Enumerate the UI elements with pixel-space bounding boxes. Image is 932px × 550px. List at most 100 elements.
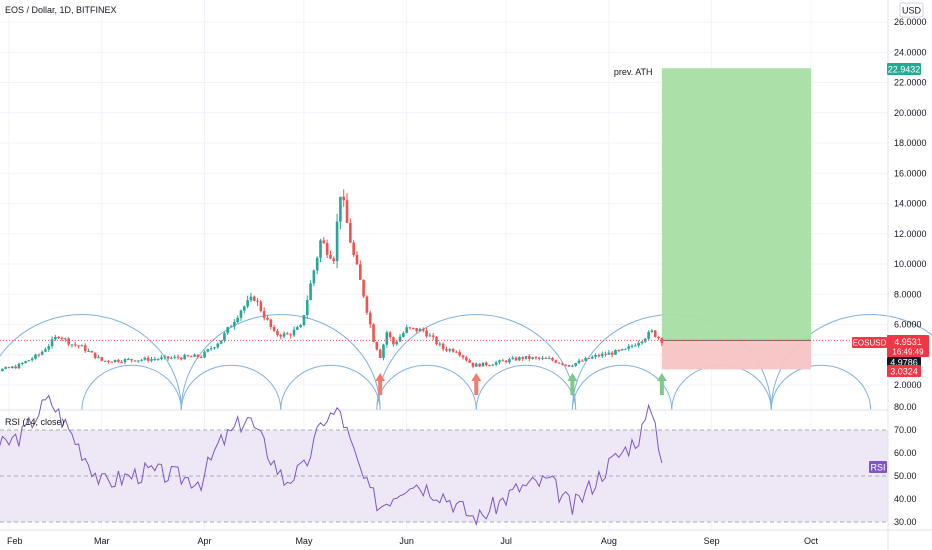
- candle-body: [186, 355, 190, 357]
- candle-body: [650, 330, 654, 332]
- candle-body: [130, 359, 133, 361]
- candle-body: [146, 357, 150, 361]
- small-cycle-arc: [571, 364, 673, 411]
- rsi-pane[interactable]: RSI (14, close): [0, 394, 888, 526]
- candle-body: [431, 335, 435, 338]
- rsi-line: [0, 394, 663, 526]
- candle-body: [223, 333, 226, 341]
- rsi-badge: RSI: [869, 461, 887, 473]
- candle-body: [213, 347, 216, 349]
- candle-body: [286, 333, 289, 335]
- candle-body: [107, 360, 110, 362]
- candle-body: [557, 362, 561, 364]
- candle-body: [398, 336, 402, 342]
- candle-body: [342, 196, 346, 201]
- currency-button[interactable]: USD: [899, 2, 924, 18]
- candle-body: [325, 243, 329, 255]
- candle-body: [83, 345, 87, 352]
- candle-body: [24, 361, 27, 364]
- time-axis[interactable]: Feb Mar Apr May Jun Jul Aug Sep Oct: [0, 529, 932, 546]
- symbol-title: EOS / Dollar, 1D, BITFINEX: [5, 5, 117, 15]
- candle-body: [7, 367, 11, 369]
- candle-body: [634, 345, 637, 347]
- candle-body: [50, 339, 54, 347]
- candle-body: [554, 360, 558, 363]
- candle-body: [180, 357, 183, 360]
- candle-body: [455, 351, 458, 353]
- candle-body: [97, 357, 100, 359]
- stop-zone[interactable]: [661, 340, 811, 370]
- candle-body: [382, 344, 385, 358]
- symbol-badge: EOSUSD: [852, 337, 887, 348]
- candle-body: [193, 354, 196, 357]
- candle-body: [581, 360, 584, 362]
- candle-body: [299, 325, 302, 328]
- candle-body: [322, 240, 326, 244]
- target-price-badge: 22.9432: [887, 63, 921, 75]
- candle-body: [541, 357, 544, 359]
- candle-body: [445, 349, 448, 351]
- signal-arrow-icon: [567, 373, 578, 395]
- price-tick-label: 10.0000: [894, 259, 927, 269]
- candle-body: [219, 340, 223, 344]
- candle-body: [395, 341, 399, 345]
- candle-body: [143, 357, 147, 360]
- candle-body: [471, 362, 475, 367]
- candle-body: [249, 296, 253, 301]
- candle-body: [441, 343, 445, 350]
- candle-body: [544, 357, 548, 359]
- price-tick-label: 24.0000: [894, 47, 927, 57]
- candle-body: [448, 349, 452, 351]
- candle-body: [498, 360, 501, 363]
- candle-body: [567, 364, 571, 367]
- candle-body: [110, 361, 114, 363]
- candle-body: [594, 355, 597, 357]
- target-zone[interactable]: [661, 68, 811, 341]
- candle-body: [47, 346, 51, 350]
- candle-body: [375, 341, 379, 350]
- candle-body: [355, 254, 359, 265]
- candle-body: [170, 357, 173, 359]
- candle-body: [11, 366, 14, 368]
- candle-body: [587, 358, 591, 360]
- candle-body: [339, 196, 342, 222]
- candle-body: [166, 356, 170, 359]
- candle-body: [73, 344, 77, 346]
- price-axis[interactable]: 2.00004.00006.00008.000010.000012.000014…: [887, 0, 927, 550]
- candle-body: [564, 364, 568, 366]
- price-tick-label: 12.0000: [894, 229, 927, 239]
- time-tick-label: Feb: [7, 536, 23, 546]
- candle-body: [647, 331, 650, 339]
- large-cycle-arc: [0, 314, 182, 411]
- large-cycle-arc: [376, 314, 577, 411]
- candle-body: [87, 350, 90, 352]
- candle-body: [362, 279, 365, 297]
- candle-body: [630, 345, 634, 347]
- rsi-tick-label: 30.00: [894, 517, 917, 527]
- candle-body: [196, 354, 200, 357]
- candle-body: [163, 356, 167, 358]
- candle-body: [183, 355, 186, 360]
- long-position-tool[interactable]: prev. ATH: [614, 67, 811, 370]
- candle-body: [77, 345, 80, 347]
- candle-body: [518, 357, 521, 361]
- price-tick-label: 22.0000: [894, 78, 927, 88]
- candle-body: [511, 357, 515, 360]
- candle-body: [332, 258, 336, 262]
- candle-body: [451, 349, 455, 352]
- candle-body: [60, 337, 64, 339]
- candle-body: [345, 200, 349, 223]
- candle-body: [474, 363, 478, 367]
- candle-body: [176, 356, 180, 358]
- candle-body: [302, 315, 306, 326]
- candle-body: [246, 300, 249, 307]
- rsi-badge-label: RSI: [870, 463, 885, 473]
- candle-body: [617, 350, 621, 352]
- rsi-tick-label: 40.00: [894, 494, 917, 504]
- price-tick-label: 20.0000: [894, 108, 927, 118]
- time-tick-label: Apr: [198, 536, 212, 546]
- candle-body: [4, 367, 7, 369]
- small-cycle-arc: [671, 364, 772, 411]
- candle-body: [461, 355, 465, 358]
